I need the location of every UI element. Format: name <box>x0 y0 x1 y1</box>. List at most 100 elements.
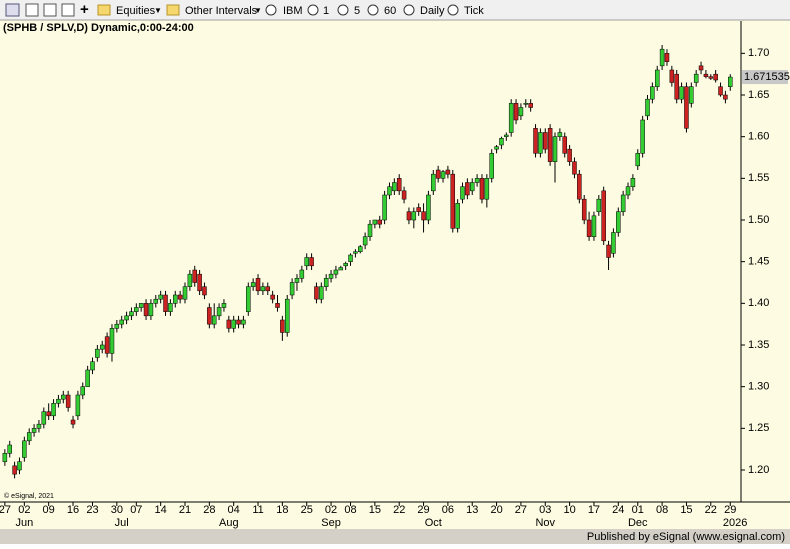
icon[interactable] <box>25 3 39 17</box>
candle-body <box>528 103 533 108</box>
x-tick-label: 25 <box>301 504 313 516</box>
candle-body <box>465 182 470 196</box>
candle-body <box>387 186 392 196</box>
candle-body <box>250 282 256 287</box>
candle-body <box>479 178 485 200</box>
candle-body <box>728 76 733 87</box>
x-tick-label: 13 <box>466 504 478 516</box>
x-tick-label: 08 <box>656 504 668 516</box>
candle-body <box>533 128 538 154</box>
x-tick-label: 07 <box>130 504 142 516</box>
interval-icon <box>367 4 379 16</box>
candle-body <box>61 394 66 400</box>
candle-body <box>499 138 504 146</box>
x-tick-label: 06 <box>442 504 454 516</box>
candle-body <box>591 215 597 237</box>
icon[interactable] <box>43 3 57 17</box>
x-tick-label: 10 <box>563 504 575 516</box>
candle-body <box>134 307 139 312</box>
candle-body <box>348 254 353 262</box>
toolbar: + Equities ▼ Other Intervals ▼ IBM 1 5 6… <box>0 0 790 21</box>
candle-body <box>328 273 334 279</box>
x-tick-label: 21 <box>179 504 191 516</box>
interval-icon <box>403 4 415 16</box>
dropdown-arrow[interactable]: ▼ <box>154 6 162 15</box>
candle-body <box>445 169 451 175</box>
candle-body <box>640 119 645 154</box>
candle-body <box>36 423 42 429</box>
candle-body <box>26 432 32 442</box>
candle-body <box>56 398 61 404</box>
dropdown-arrow[interactable]: ▼ <box>254 6 262 15</box>
candle-body <box>148 303 154 317</box>
candle-body <box>411 211 417 221</box>
candle-body <box>382 194 387 221</box>
candle-body <box>596 198 602 212</box>
candle-body <box>80 386 86 396</box>
y-tick-label: 1.70 <box>748 47 769 59</box>
candle-body <box>698 65 704 71</box>
candle-body <box>572 161 577 175</box>
candle-body <box>620 194 626 212</box>
candle-body <box>12 465 17 475</box>
candle-body <box>708 76 714 79</box>
icon[interactable] <box>61 3 75 17</box>
candle-body <box>265 286 271 292</box>
y-tick-label: 1.50 <box>748 214 769 226</box>
x-tick-label: 08 <box>344 504 356 516</box>
candle-body <box>659 48 665 67</box>
symbol-button[interactable]: IBM <box>283 5 303 17</box>
candle-body <box>562 136 567 154</box>
candle-body <box>221 303 227 308</box>
candle-body <box>630 178 636 187</box>
x-tick-label: 11 <box>252 504 263 516</box>
candle-body <box>601 190 606 242</box>
candle-body <box>163 294 168 312</box>
interval-button[interactable]: 60 <box>384 5 396 17</box>
candle-body <box>484 178 490 200</box>
candle-body <box>581 198 587 221</box>
candle-body <box>567 148 572 162</box>
candle-body <box>275 303 280 308</box>
add-icon[interactable]: + <box>80 1 89 18</box>
interval-button[interactable]: Tick <box>464 5 484 17</box>
icon[interactable] <box>5 3 20 17</box>
x-tick-label: 28 <box>203 504 215 516</box>
x-tick-label: 02 <box>325 504 337 516</box>
month-label: Oct <box>425 517 442 529</box>
x-tick-label: 22 <box>705 504 717 516</box>
folder-icon <box>97 4 111 16</box>
last-value-box <box>742 70 788 85</box>
candle-body <box>7 444 12 454</box>
plot: 1.20 1.25 1.30 1.35 1.40 1.45 1.50 1.55 1.60 1.65… <box>0 45 790 529</box>
candle-body <box>406 211 412 221</box>
x-tick-label: 09 <box>43 504 55 516</box>
x-tick-label: 02 <box>18 504 30 516</box>
candle-body <box>177 294 183 300</box>
candle-body <box>577 173 582 200</box>
candle-body <box>90 361 95 371</box>
candle-body <box>455 203 460 229</box>
candle-body <box>654 69 660 87</box>
candle-body <box>362 236 368 246</box>
candle-body <box>236 319 241 325</box>
month-label: Jul <box>115 517 129 529</box>
folder-icon <box>166 4 180 16</box>
candle-body <box>241 319 246 325</box>
candle-body <box>440 171 446 179</box>
candle-body <box>41 411 47 425</box>
y-tick-label: 1.40 <box>748 297 769 309</box>
menu-intervals[interactable]: Other Intervals <box>185 5 258 17</box>
y-tick-label: 1.60 <box>748 131 769 143</box>
menu-equities[interactable]: Equities <box>116 5 156 17</box>
candle-body <box>693 73 699 83</box>
candle-body <box>616 211 621 233</box>
y-tick-label: 1.55 <box>748 172 769 184</box>
interval-button[interactable]: 5 <box>354 5 360 17</box>
interval-button[interactable]: Daily <box>420 5 445 17</box>
candle-body <box>46 411 51 417</box>
candle-body <box>138 303 144 308</box>
interval-button[interactable]: 1 <box>323 5 329 17</box>
candle-body <box>679 86 684 100</box>
